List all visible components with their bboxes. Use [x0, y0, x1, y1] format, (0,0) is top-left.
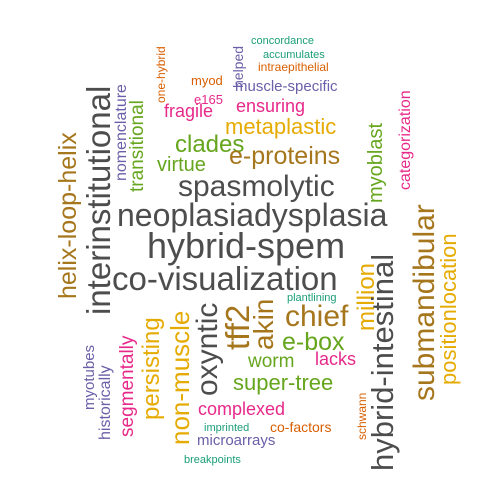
word-historically: historically: [97, 365, 114, 440]
word-transitional: transitional: [127, 100, 148, 192]
word-e-box: e-box: [282, 328, 345, 356]
word-metaplastic: metaplastic: [225, 114, 337, 139]
word-intraepithelial: intraepithelial: [258, 60, 329, 74]
word-non-muscle: non-muscle: [165, 310, 195, 445]
word-myoblast: myoblast: [365, 122, 387, 203]
word-clades: clades: [175, 131, 245, 158]
word-hybrid-intestinal: hybrid-intestinal: [365, 253, 400, 471]
word-e-proteins: e-proteins: [229, 142, 341, 170]
word-plantlining: plantlining: [287, 292, 337, 304]
word-muscle-specific: muscle-specific: [235, 78, 338, 95]
word-concordance: concordance: [251, 35, 314, 47]
word-accumulates: accumulates: [263, 49, 325, 61]
word-worm: worm: [248, 351, 295, 372]
word-co-factors: co-factors: [270, 419, 332, 435]
word-akin: akin: [248, 298, 279, 350]
word-myotubes: myotubes: [81, 344, 98, 410]
word-ensuring: ensuring: [236, 96, 306, 116]
word-co-visualization: co-visualization: [112, 260, 338, 297]
word-spasmolytic: spasmolytic: [178, 170, 335, 203]
word-one-hybrid: one-hybrid: [154, 46, 168, 103]
word-neoplasiadysplasia: neoplasiadysplasia: [117, 197, 388, 233]
word-imprinted: imprinted: [204, 422, 250, 434]
word-hybrid-spem: hybrid-spem: [147, 225, 346, 266]
word-virtue: virtue: [157, 154, 206, 176]
word-complexed: complexed: [198, 399, 286, 419]
word-positionlocation: positionlocation: [436, 233, 461, 385]
word-chief: chief: [285, 300, 349, 333]
word-schwann: schwann: [355, 392, 369, 440]
word-microarrays: microarrays: [197, 432, 276, 449]
word-segmentally: segmentally: [117, 335, 138, 437]
word-interinstitutional: interinstitutional: [80, 85, 117, 315]
word-helix-loop-helix: helix-loop-helix: [54, 132, 82, 299]
word-breakpoints: breakpoints: [184, 454, 241, 466]
word-categorization: categorization: [397, 90, 414, 190]
word-e165: e165: [194, 92, 223, 107]
word-fragile: fragile: [164, 101, 214, 121]
word-myod: myod: [191, 73, 223, 88]
word-lacks: lacks: [315, 349, 357, 369]
word-super-tree: super-tree: [233, 370, 334, 395]
word-persisting: persisting: [138, 317, 165, 420]
word-helped: helped: [230, 45, 246, 88]
